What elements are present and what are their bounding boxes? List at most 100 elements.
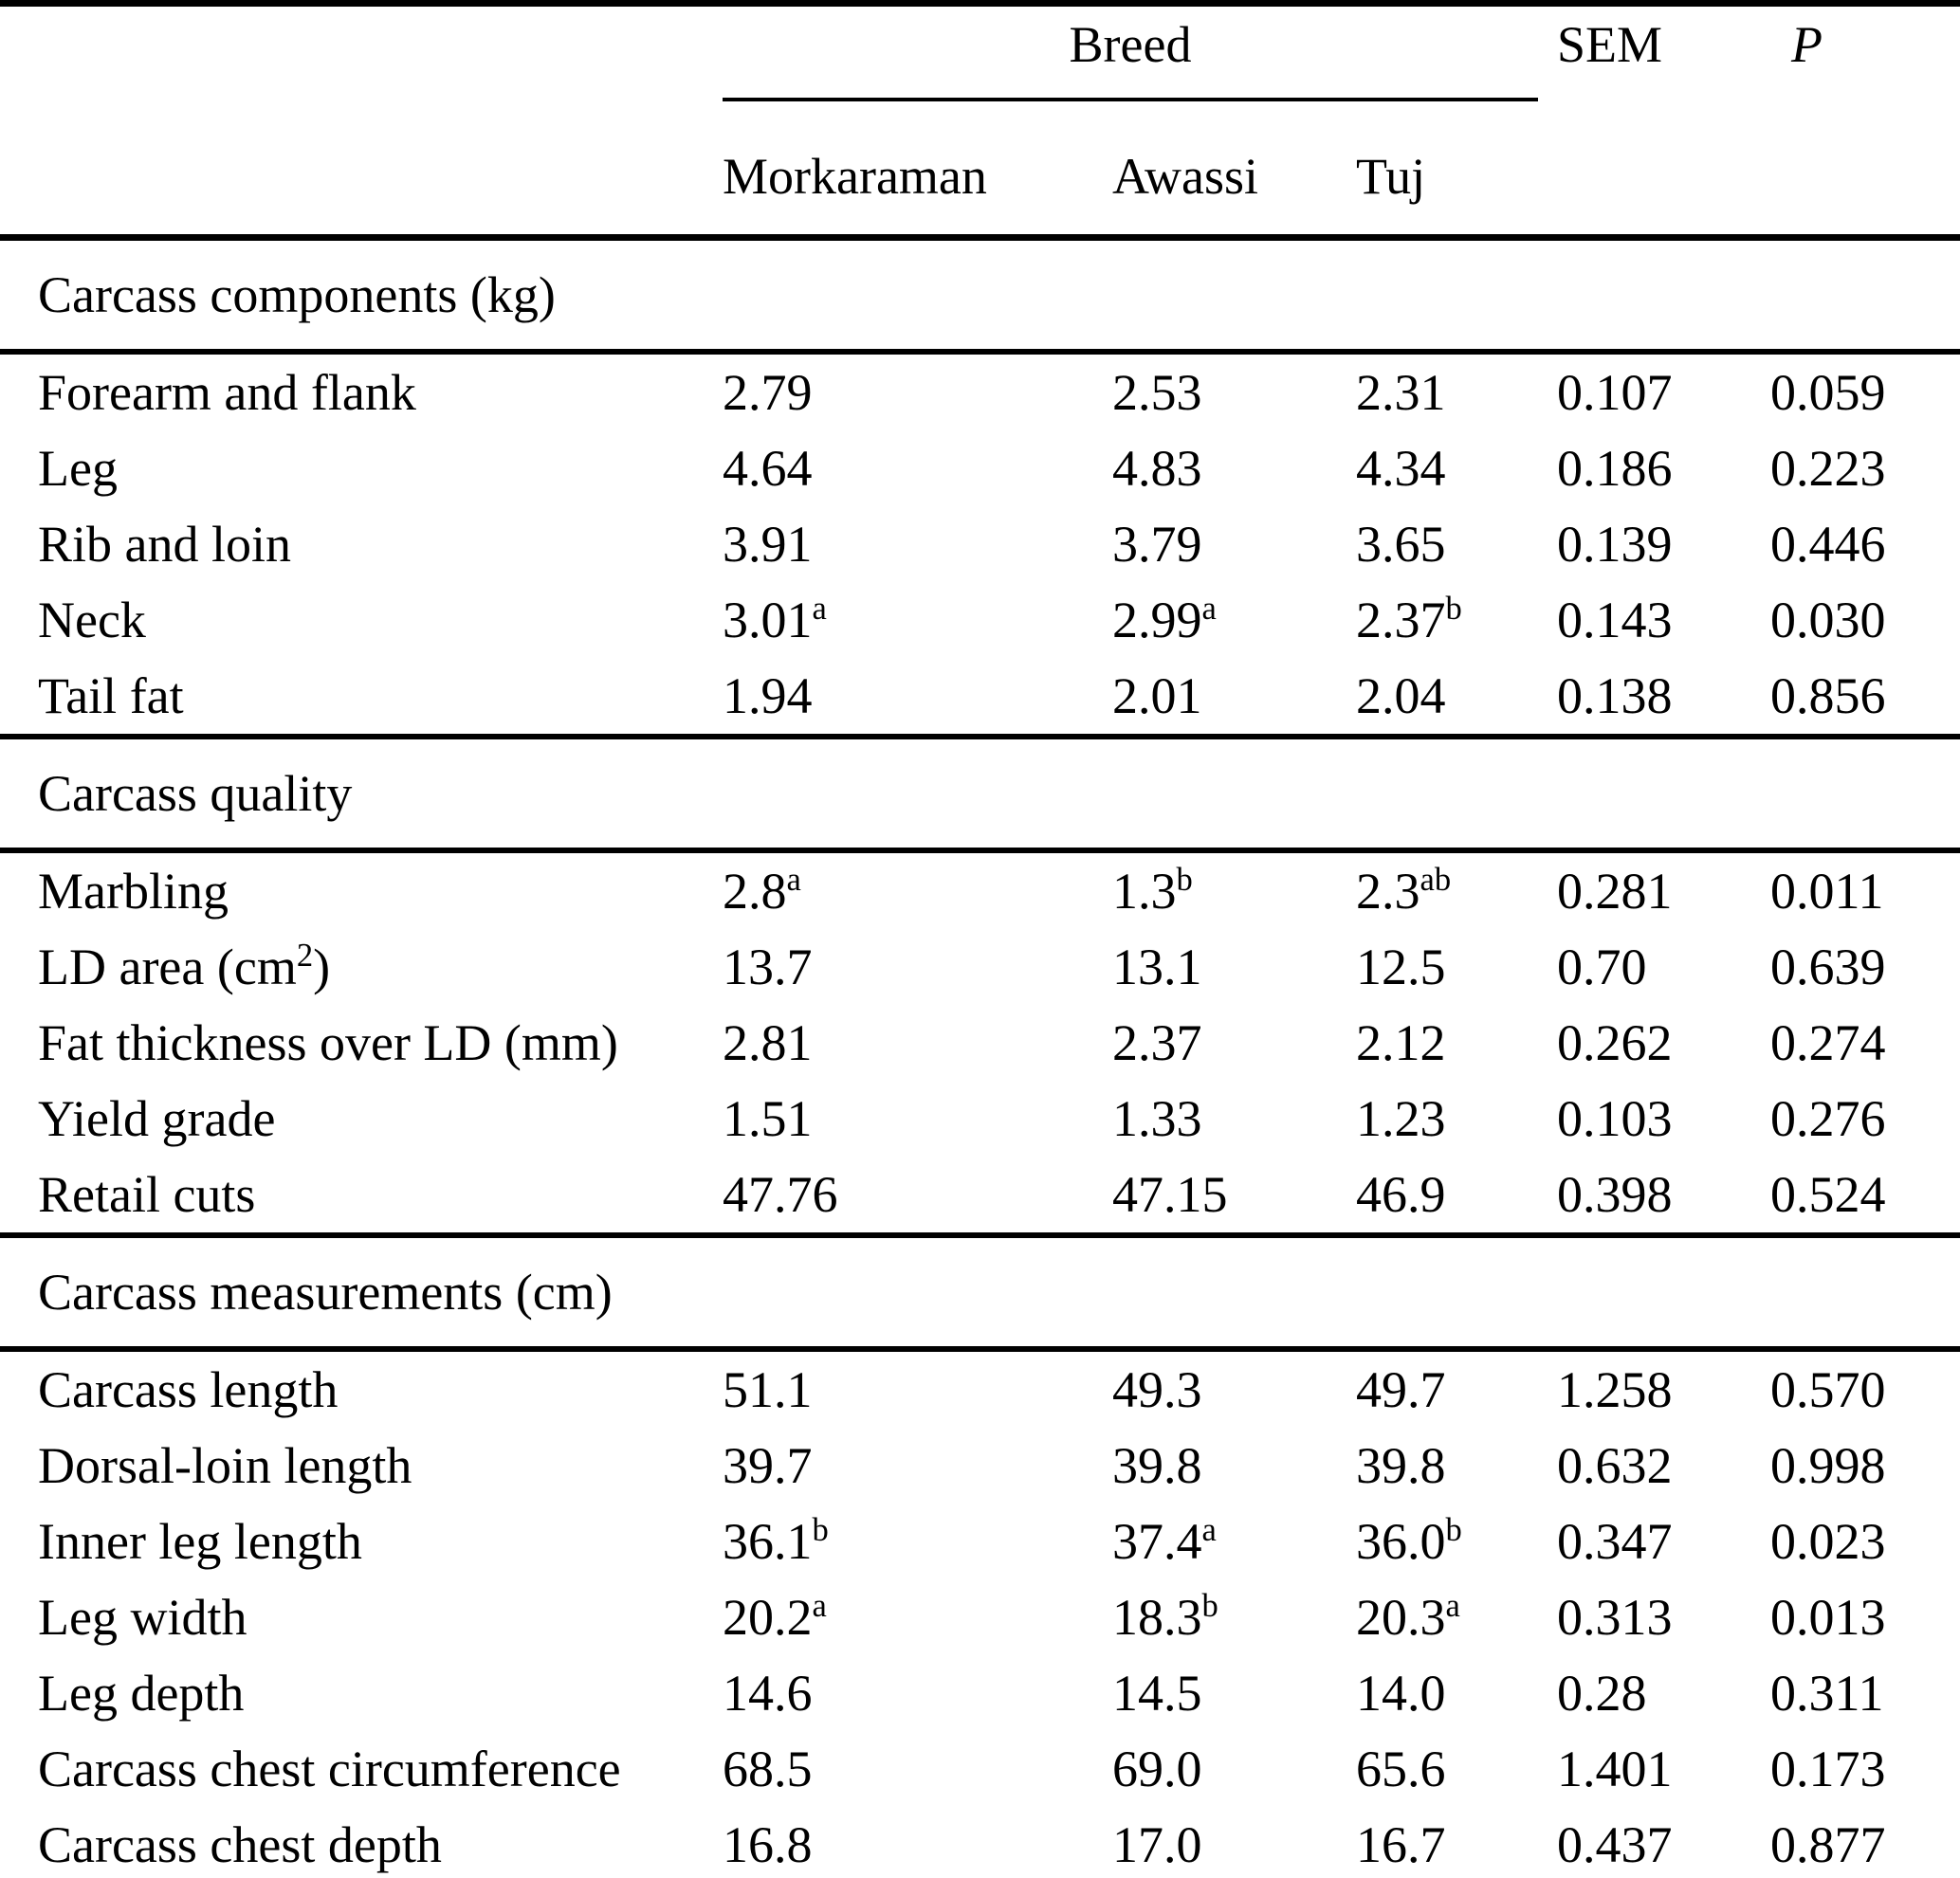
cell-value: 1.258 (1557, 1361, 1673, 1418)
cell-value: 51.1 (723, 1361, 813, 1418)
cell-value: 36.0b (1356, 1512, 1462, 1570)
cell-value: 0.139 (1557, 516, 1673, 573)
cell-value: 1.3b (1112, 862, 1193, 920)
table-row: Rib and loin 3.91 3.79 3.65 0.139 0.446 (0, 506, 1960, 582)
column-header-sem: SEM (1557, 16, 1663, 73)
table-row: Retail cuts 47.76 47.15 46.9 0.398 0.524 (0, 1157, 1960, 1235)
cell-value: 0.639 (1770, 939, 1886, 995)
header-breed-names-row: Morkaraman Awassi Tuj (0, 118, 1960, 241)
header-spacer (1770, 118, 1960, 241)
cell-value: 49.7 (1356, 1361, 1446, 1418)
table-row: Inner leg length 36.1b 37.4a 36.0b 0.347… (0, 1504, 1960, 1579)
table-row: Forearm and flank 2.79 2.53 2.31 0.107 0… (0, 352, 1960, 430)
cell-value: 0.030 (1770, 592, 1886, 648)
cell-value: 0.570 (1770, 1361, 1886, 1418)
column-header-awassi: Awassi (1112, 118, 1356, 241)
row-label: Carcass chest circumference (38, 1741, 621, 1797)
row-label: Leg depth (38, 1665, 245, 1722)
table-row: Leg 4.64 4.83 4.34 0.186 0.223 (0, 430, 1960, 506)
cell-value: 0.103 (1557, 1090, 1673, 1147)
row-label: Leg width (38, 1589, 247, 1646)
cell-value: 2.99a (1112, 591, 1217, 648)
cell-value: 2.37b (1356, 591, 1462, 648)
cell-value: 1.23 (1356, 1090, 1446, 1147)
row-label: Fat thickness over LD (mm) (38, 1014, 618, 1071)
row-label: Leg (38, 440, 118, 497)
cell-value: 37.4a (1112, 1512, 1217, 1570)
cell-value: 2.79 (723, 364, 813, 421)
table-row: Tail fat 1.94 2.01 2.04 0.138 0.856 (0, 658, 1960, 737)
column-header-morkaraman: Morkaraman (723, 118, 1112, 241)
cell-value: 0.281 (1557, 863, 1673, 920)
table-row: Marbling 2.8a 1.3b 2.3ab 0.281 0.011 (0, 850, 1960, 929)
cell-value: 0.059 (1770, 364, 1886, 421)
cell-value: 14.0 (1356, 1665, 1446, 1722)
table-row: Leg width 20.2a 18.3b 20.3a 0.313 0.013 (0, 1579, 1960, 1655)
cell-value: 0.223 (1770, 440, 1886, 497)
cell-value: 0.998 (1770, 1437, 1886, 1494)
cell-value: 0.311 (1770, 1665, 1884, 1722)
cell-value: 2.3ab (1356, 862, 1452, 920)
cell-value: 14.6 (723, 1665, 813, 1722)
table-row: Dorsal-loin length 39.7 39.8 39.8 0.632 … (0, 1428, 1960, 1504)
breed-group-label: Breed (723, 7, 1539, 101)
header-spacer (1557, 118, 1771, 241)
table-row: Fat thickness over LD (mm) 2.81 2.37 2.1… (0, 1005, 1960, 1081)
cell-value: 0.276 (1770, 1090, 1886, 1147)
column-header-p: P (1791, 16, 1823, 73)
row-label: LD area (cm2) (38, 938, 331, 995)
cell-value: 2.53 (1112, 364, 1202, 421)
cell-value: 0.632 (1557, 1437, 1673, 1494)
cell-value: 3.01a (723, 591, 827, 648)
table-row: Carcass chest circumference 68.5 69.0 65… (0, 1731, 1960, 1807)
cell-value: 13.7 (723, 939, 813, 995)
section-header-row: Carcass measurements (cm) (0, 1232, 1960, 1352)
cell-value: 0.107 (1557, 364, 1673, 421)
cell-value: 12.5 (1356, 939, 1446, 995)
cell-value: 2.81 (723, 1014, 813, 1071)
cell-value: 0.173 (1770, 1741, 1886, 1797)
section-title: Carcass quality (0, 734, 1960, 853)
cell-value: 69.0 (1112, 1741, 1202, 1797)
cell-value: 39.7 (723, 1437, 813, 1494)
table-row: Leg depth 14.6 14.5 14.0 0.28 0.311 (0, 1655, 1960, 1731)
section-title: Carcass components (kg) (0, 234, 1960, 355)
cell-value: 2.8a (723, 862, 801, 920)
row-label: Retail cuts (38, 1166, 256, 1223)
cell-value: 0.274 (1770, 1014, 1886, 1071)
row-label: Forearm and flank (38, 364, 416, 421)
cell-value: 4.64 (723, 440, 813, 497)
table-row: Carcass chest depth 16.8 17.0 16.7 0.437… (0, 1807, 1960, 1878)
cell-value: 36.1b (723, 1512, 829, 1570)
table-row: Carcass length 51.1 49.3 49.7 1.258 0.57… (0, 1349, 1960, 1428)
row-label: Marbling (38, 863, 229, 920)
cell-value: 4.34 (1356, 440, 1446, 497)
cell-value: 1.51 (723, 1090, 813, 1147)
cell-value: 2.12 (1356, 1014, 1446, 1071)
cell-value: 16.8 (723, 1816, 813, 1873)
cell-value: 3.91 (723, 516, 813, 573)
cell-value: 16.7 (1356, 1816, 1446, 1873)
column-header-tuj: Tuj (1356, 118, 1558, 241)
cell-value: 0.138 (1557, 667, 1673, 724)
cell-value: 20.2a (723, 1588, 827, 1646)
header-spacer (0, 4, 723, 119)
cell-value: 0.28 (1557, 1665, 1647, 1722)
cell-value: 18.3b (1112, 1588, 1218, 1646)
cell-value: 0.011 (1770, 863, 1884, 920)
section-header-row: Carcass quality (0, 734, 1960, 853)
row-label: Dorsal-loin length (38, 1437, 412, 1494)
cell-value: 3.65 (1356, 516, 1446, 573)
cell-value: 2.37 (1112, 1014, 1202, 1071)
cell-value: 39.8 (1356, 1437, 1446, 1494)
cell-value: 4.83 (1112, 440, 1202, 497)
row-label: Carcass length (38, 1361, 339, 1418)
row-label: Rib and loin (38, 516, 291, 573)
cell-value: 47.76 (723, 1166, 838, 1223)
cell-value: 39.8 (1112, 1437, 1202, 1494)
cell-value: 0.013 (1770, 1589, 1886, 1646)
cell-value: 0.856 (1770, 667, 1886, 724)
cell-value: 47.15 (1112, 1166, 1228, 1223)
cell-value: 2.31 (1356, 364, 1446, 421)
cell-value: 49.3 (1112, 1361, 1202, 1418)
